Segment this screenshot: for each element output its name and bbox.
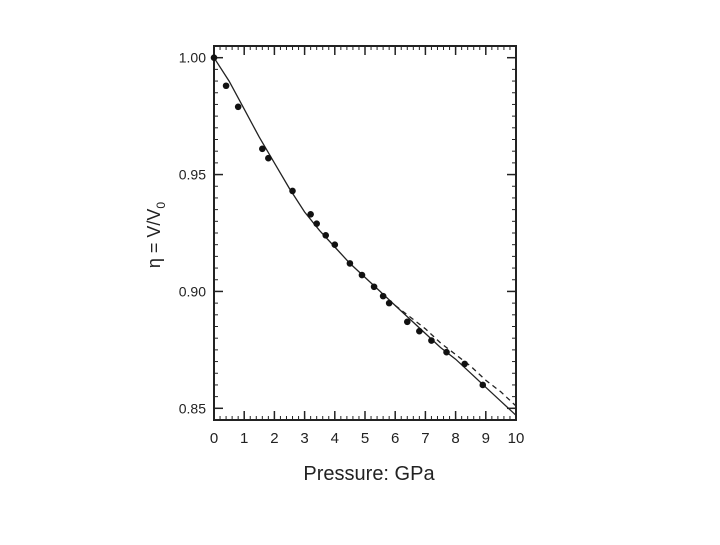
y-tick-label: 1.00: [179, 50, 206, 66]
minor-ticks: [214, 46, 516, 420]
data-point: [322, 232, 330, 239]
data-point: [307, 211, 314, 218]
x-tick-label: 10: [508, 430, 525, 447]
data-point: [461, 360, 468, 368]
data-point: [222, 82, 230, 90]
y-axis-label-subscript: 0: [154, 202, 168, 209]
y-tick-label: 0.95: [179, 167, 206, 183]
y-axis-label-main: η = V/V: [144, 209, 164, 269]
data-point: [265, 154, 272, 162]
data-points: [210, 54, 487, 389]
x-tick-label: 8: [451, 430, 459, 447]
major-ticks: [213, 46, 517, 420]
data-point: [428, 337, 435, 344]
y-tick-labels: 0.85 0.90 0.95 1.00: [179, 50, 206, 417]
x-tick-label: 2: [270, 430, 278, 447]
data-point: [210, 54, 218, 61]
data-point: [331, 241, 339, 248]
series-line-fit-dashed: [394, 304, 517, 407]
x-tick-label: 5: [361, 430, 369, 447]
data-point: [358, 271, 366, 279]
x-tick-label: 1: [240, 430, 248, 447]
y-tick-label: 0.90: [179, 283, 206, 299]
data-point: [403, 318, 411, 326]
y-axis-label: η = V/V0: [144, 202, 168, 269]
plot-frame: [213, 45, 517, 421]
data-point: [443, 348, 450, 356]
x-axis-label: Pressure: GPa: [303, 463, 435, 485]
x-tick-label: 9: [482, 430, 490, 447]
data-point: [370, 283, 378, 291]
x-tick-label: 7: [421, 430, 429, 447]
x-tick-labels: 0 1 2 3 4 5 6 7 8 9 10: [210, 430, 525, 447]
series-line-fit-solid: [213, 57, 517, 416]
x-tick-label: 6: [391, 430, 399, 447]
data-point: [416, 327, 423, 335]
data-point: [379, 292, 387, 300]
data-point: [234, 103, 242, 111]
x-tick-label: 0: [210, 430, 218, 447]
y-tick-label: 0.85: [179, 400, 206, 416]
data-point: [313, 220, 320, 227]
x-tick-label: 4: [331, 430, 339, 447]
data-point: [259, 145, 266, 153]
data-point: [346, 260, 354, 267]
data-point: [479, 381, 487, 389]
series-lines: [213, 57, 517, 416]
data-point: [289, 187, 296, 195]
data-point: [385, 299, 393, 307]
x-tick-label: 3: [300, 430, 308, 447]
